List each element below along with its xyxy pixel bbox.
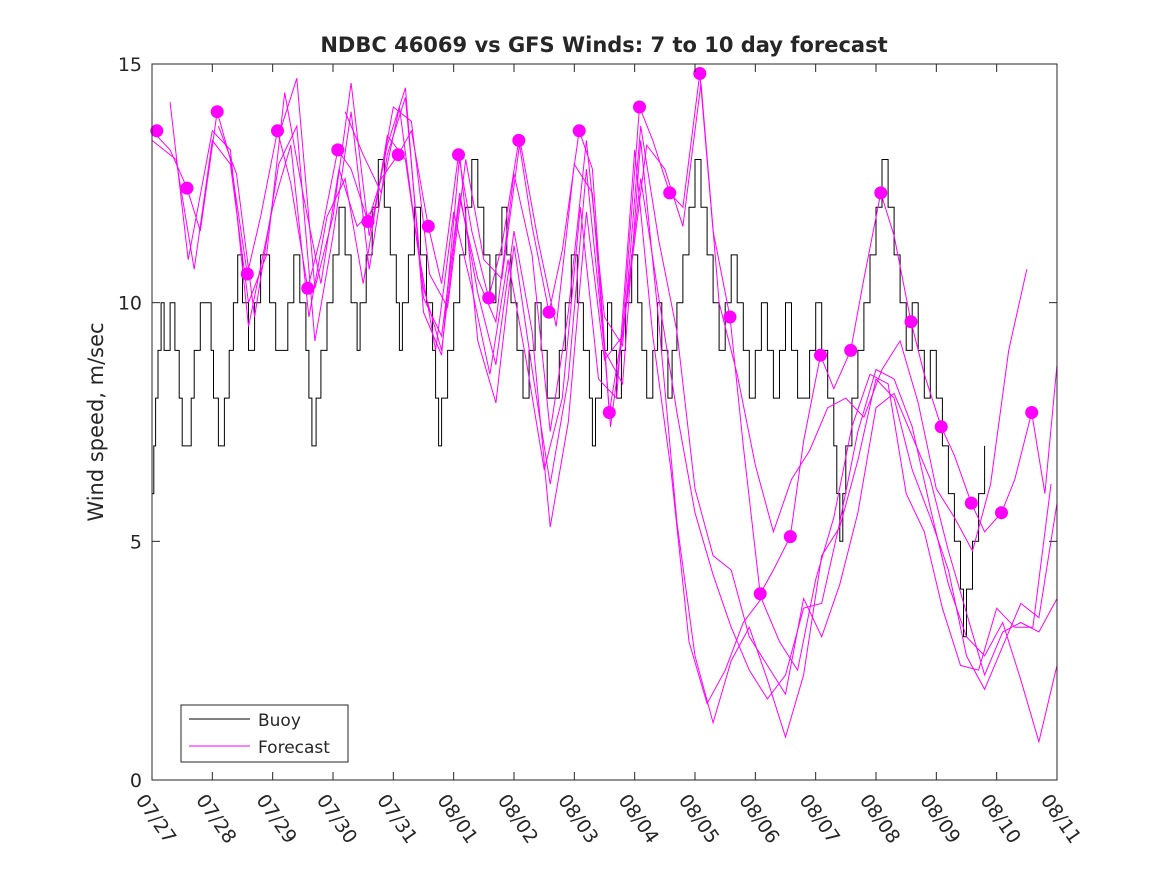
- forecast-marker-13: [512, 133, 526, 147]
- forecast-marker-20: [723, 310, 737, 324]
- y-axis: 0 5 10 15: [118, 54, 1057, 792]
- legend: Buoy Forecast: [180, 704, 349, 763]
- forecast-marker-4: [240, 267, 254, 281]
- forecast-marker-26: [904, 315, 918, 329]
- forecast-marker-15: [572, 124, 586, 138]
- y-tick-label: 0: [130, 770, 142, 792]
- forecast-run-3: [169, 102, 1058, 696]
- forecast-layer: [150, 67, 1058, 744]
- forecast-marker-23: [814, 348, 827, 362]
- forecast-marker-7: [331, 143, 345, 157]
- forecast-marker-29: [995, 506, 1008, 520]
- forecast-marker-21: [753, 587, 767, 601]
- legend-box: [180, 704, 349, 763]
- forecast-marker-16: [602, 406, 616, 419]
- chart-title: NDBC 46069 vs GFS Winds: 7 to 10 day for…: [320, 33, 887, 57]
- forecast-marker-28: [964, 496, 978, 510]
- plot-frame: [151, 63, 1058, 781]
- buoy-layer: [152, 159, 986, 638]
- forecast-marker-6: [301, 281, 315, 295]
- forecast-marker-2: [180, 181, 194, 195]
- forecast-marker-9: [391, 148, 405, 162]
- plot-area: 07/27 07/28 07/29 07/30 07/31 08/01 08/02 08/03…: [118, 54, 1086, 848]
- forecast-marker-12: [482, 291, 496, 305]
- forecast-marker-18: [663, 186, 677, 200]
- forecast-marker-22: [783, 530, 797, 544]
- forecast-marker-5: [271, 124, 284, 138]
- forecast-marker-1: [150, 124, 164, 138]
- forecast-marker-25: [874, 186, 888, 200]
- forecast-marker-8: [361, 215, 375, 228]
- legend-buoy-label: Buoy: [258, 711, 301, 731]
- forecast-marker-11: [452, 148, 465, 162]
- forecast-marker-17: [633, 100, 646, 114]
- forecast-marker-14: [542, 305, 556, 319]
- forecast-run-4: [217, 97, 1058, 744]
- y-tick-label: 10: [118, 293, 142, 315]
- y-tick-label: 15: [118, 54, 142, 76]
- forecast-marker-3: [210, 105, 224, 119]
- y-tick-label: 5: [130, 531, 142, 553]
- forecast-run-6: [344, 106, 1052, 705]
- y-axis-label: Wind speed, m/sec: [84, 322, 108, 521]
- forecast-marker-10: [421, 219, 435, 233]
- buoy-line: [152, 159, 986, 638]
- legend-forecast-label: Forecast: [258, 738, 330, 758]
- forecast-marker-30: [1025, 406, 1039, 419]
- forecast-marker-27: [934, 420, 948, 434]
- forecast-marker-24: [844, 343, 858, 357]
- forecast-marker-19: [693, 67, 707, 80]
- forecast-run-5: [278, 78, 1058, 739]
